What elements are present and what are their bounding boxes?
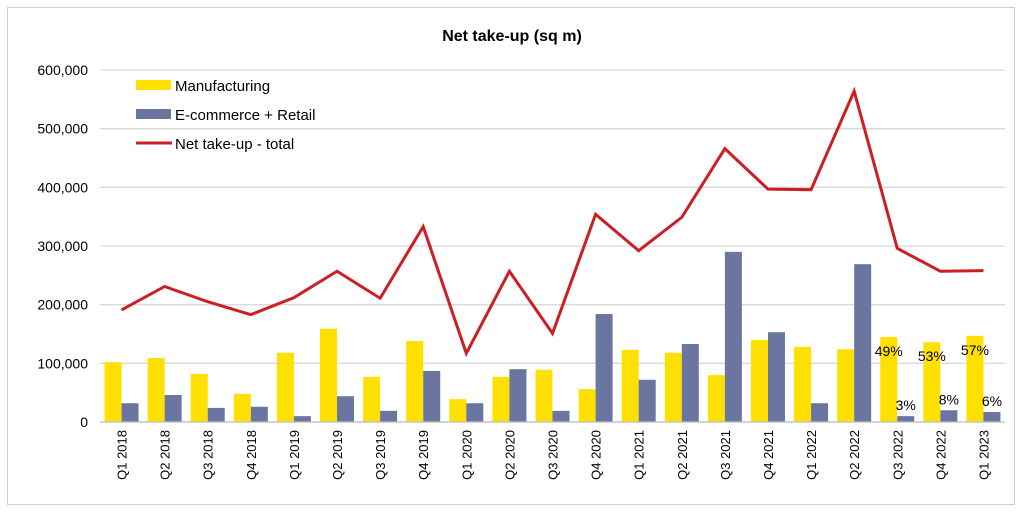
x-tick-label: Q2 2018 — [158, 430, 173, 480]
x-tick-label: Q3 2020 — [546, 430, 561, 480]
legend-label: Manufacturing — [175, 78, 270, 95]
x-tick-label: Q1 2022 — [804, 430, 819, 480]
x-tick-label: Q3 2022 — [890, 430, 905, 480]
legend-swatch — [136, 80, 171, 90]
x-tick-label: Q3 2021 — [718, 430, 733, 480]
y-tick-label: 400,000 — [37, 179, 88, 195]
x-tick-label: Q4 2018 — [244, 430, 259, 480]
manufacturing-bar — [880, 336, 898, 422]
manufacturing-bar — [104, 362, 122, 422]
manufacturing-bar — [449, 399, 467, 422]
manufacturing-data-label: 53% — [918, 348, 946, 364]
manufacturing-bar — [276, 352, 294, 422]
manufacturing-bar — [750, 339, 768, 422]
legend-label: Net take-up - total — [175, 136, 294, 153]
manufacturing-data-label: 49% — [875, 343, 903, 359]
ecommerce-retail-bar — [552, 410, 570, 422]
manufacturing-bar — [966, 335, 984, 422]
manufacturing-bar — [923, 342, 941, 422]
ecommerce-retail-bar — [638, 379, 656, 422]
manufacturing-bar — [578, 389, 596, 422]
x-tick-label: Q1 2019 — [287, 430, 302, 480]
legend-item: E-commerce + Retail — [136, 107, 315, 124]
manufacturing-data-label: 57% — [961, 342, 989, 358]
chart-title: Net take-up (sq m) — [442, 28, 582, 45]
y-tick-label: 200,000 — [37, 297, 88, 313]
x-tick-label: Q2 2020 — [502, 430, 517, 480]
manufacturing-bar — [492, 376, 510, 422]
x-tick-label: Q2 2021 — [675, 430, 690, 480]
ecommerce-retail-bar — [121, 403, 139, 422]
y-tick-label: 500,000 — [37, 121, 88, 137]
ecommerce-data-label: 8% — [939, 391, 959, 407]
x-tick-label: Q1 2023 — [976, 430, 991, 480]
manufacturing-bar — [837, 349, 855, 422]
x-tick-label: Q3 2018 — [201, 430, 216, 480]
ecommerce-retail-bar — [164, 395, 182, 422]
ecommerce-retail-bar — [250, 406, 268, 422]
ecommerce-retail-bar — [595, 314, 613, 422]
manufacturing-bar — [363, 376, 381, 422]
legend-label: E-commerce + Retail — [175, 107, 315, 124]
x-tick-label: Q3 2019 — [373, 430, 388, 480]
ecommerce-data-label: 3% — [896, 397, 916, 413]
ecommerce-retail-bar — [897, 416, 915, 422]
legend-swatch — [136, 109, 171, 119]
y-tick-label: 600,000 — [37, 62, 88, 78]
legend-item: Net take-up - total — [136, 136, 294, 153]
x-tick-label: Q2 2022 — [847, 430, 862, 480]
ecommerce-retail-bar — [337, 396, 355, 422]
manufacturing-bar — [794, 346, 812, 422]
legend-item: Manufacturing — [136, 78, 270, 95]
manufacturing-bar — [664, 352, 682, 422]
ecommerce-data-label: 6% — [982, 393, 1002, 409]
ecommerce-retail-bar — [509, 369, 527, 422]
ecommerce-retail-bar — [983, 412, 1001, 422]
ecommerce-retail-bar — [681, 343, 699, 422]
manufacturing-bar — [147, 358, 165, 422]
ecommerce-retail-bar — [940, 410, 958, 422]
y-tick-label: 100,000 — [37, 355, 88, 371]
ecommerce-retail-bar — [811, 403, 829, 422]
x-tick-label: Q4 2021 — [761, 430, 776, 480]
manufacturing-bar — [406, 341, 424, 422]
y-tick-label: 0 — [80, 414, 88, 430]
x-tick-label: Q4 2019 — [416, 430, 431, 480]
manufacturing-bar — [190, 373, 208, 422]
manufacturing-bar — [707, 375, 725, 422]
x-tick-label: Q1 2018 — [115, 430, 130, 480]
manufacturing-bar — [535, 369, 553, 422]
x-tick-label: Q1 2020 — [459, 430, 474, 480]
y-tick-label: 300,000 — [37, 238, 88, 254]
ecommerce-retail-bar — [380, 410, 398, 422]
x-tick-label: Q1 2021 — [632, 430, 647, 480]
x-tick-label: Q2 2019 — [330, 430, 345, 480]
ecommerce-retail-bar — [423, 370, 441, 422]
x-tick-label: Q4 2022 — [933, 430, 948, 480]
manufacturing-bar — [320, 328, 338, 422]
manufacturing-bar — [621, 349, 639, 422]
x-tick-label: Q4 2020 — [589, 430, 604, 480]
chart-frame — [7, 7, 1015, 505]
ecommerce-retail-bar — [293, 416, 311, 422]
ecommerce-retail-bar — [724, 251, 742, 422]
ecommerce-retail-bar — [854, 264, 872, 422]
ecommerce-retail-bar — [207, 407, 225, 422]
manufacturing-bar — [233, 393, 251, 422]
ecommerce-retail-bar — [767, 332, 785, 422]
ecommerce-retail-bar — [466, 403, 484, 422]
